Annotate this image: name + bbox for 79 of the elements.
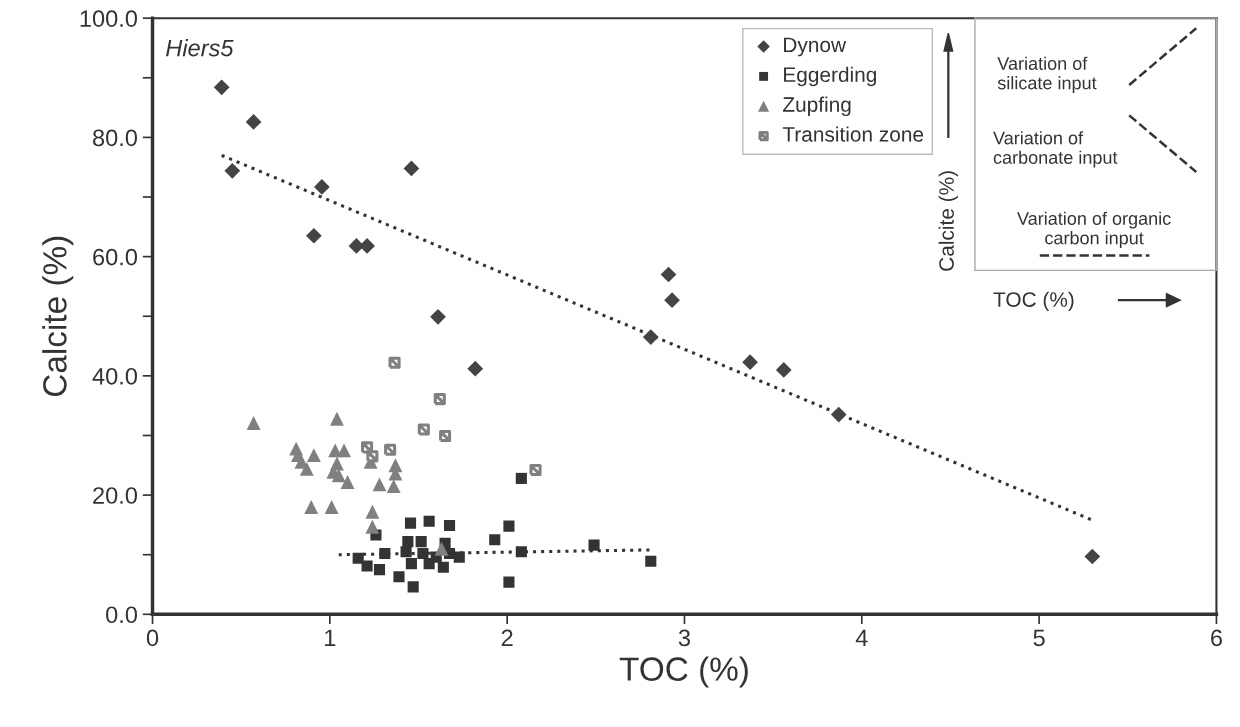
y-axis-title: Calcite (%) [42,236,74,397]
point [405,558,417,570]
point [365,504,380,519]
point [453,551,465,563]
annotation: TOC (%) [993,291,1074,312]
point [430,308,446,325]
point [588,539,600,551]
point [775,362,792,378]
point [742,354,758,370]
y-tick-label: 100.0 [80,10,138,27]
legend-label: Eggerding [784,66,876,87]
x-axis-title: TOC (%) [619,656,748,688]
point [400,546,412,558]
point [337,443,351,458]
point [314,179,330,195]
point [365,519,380,534]
x-tick-label: 0 [146,629,159,647]
point [352,552,364,564]
point [423,515,435,527]
point [830,406,847,423]
point [306,448,321,463]
x-tick-label: 4 [855,629,868,647]
point [340,475,355,489]
y-tick-label: 0.0 [106,606,138,624]
point [660,266,677,283]
point [404,517,417,529]
point [393,571,405,583]
legend-label: Dynow [784,37,847,57]
point [515,546,527,558]
annotation: Variation of silicate input [997,56,1097,93]
point [299,461,314,476]
point [372,477,387,492]
x-tick-label: 5 [1033,629,1045,647]
point [386,479,401,494]
annotation: Variation of carbonate input [993,131,1118,168]
point [423,558,435,570]
point [246,416,261,430]
y-tick-label: 20.0 [93,487,138,504]
x-tick-label: 6 [1211,629,1222,647]
x-tick-label: 2 [501,629,513,647]
point [434,541,449,556]
point [403,160,420,177]
y-tick-label: 80.0 [93,129,138,147]
point [489,534,501,546]
point [379,547,391,560]
point [1084,548,1101,565]
annotation: Calcite (%) [938,171,959,271]
point [304,500,319,514]
point [443,519,456,532]
point [324,500,339,514]
x-tick-label: 1 [325,629,336,647]
point [359,238,375,254]
point [245,114,262,130]
legend-label: Transition zone [782,126,924,142]
annotation: Variation of organic carbon input [1017,211,1171,248]
point [373,564,386,576]
point [306,227,322,244]
point [503,576,515,588]
y-tick-label: 60.0 [93,248,138,266]
point [664,292,680,309]
point [503,520,515,532]
legend-label: Zupfing [783,96,851,117]
point [224,162,241,179]
point [645,555,657,567]
point [417,547,429,560]
point [402,536,414,548]
y-tick-label: 40.0 [92,367,138,385]
point [213,79,230,96]
x-tick-label: 3 [678,629,691,647]
point [437,561,449,573]
point [361,560,373,572]
point [642,329,659,345]
point [329,411,344,426]
point [467,360,484,377]
point [407,581,419,593]
point [515,472,527,484]
point [415,536,427,548]
annotation: Hiers5 [166,39,234,57]
point [331,468,346,483]
